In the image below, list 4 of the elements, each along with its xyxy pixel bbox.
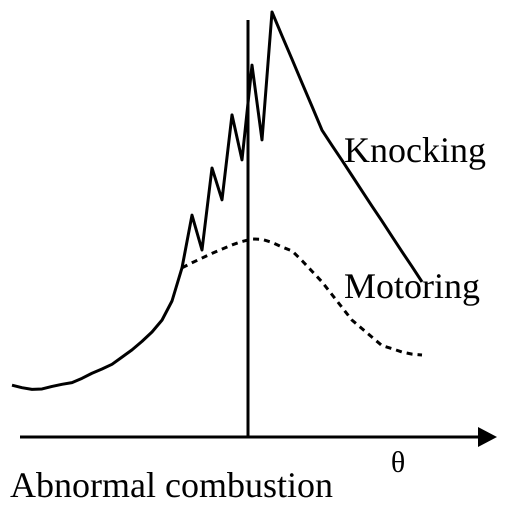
series-label: Knocking [344,130,486,170]
series-label: Motoring [344,266,480,306]
text: Abnormal combustion [10,465,333,505]
x-axis-title: θ [390,446,406,479]
